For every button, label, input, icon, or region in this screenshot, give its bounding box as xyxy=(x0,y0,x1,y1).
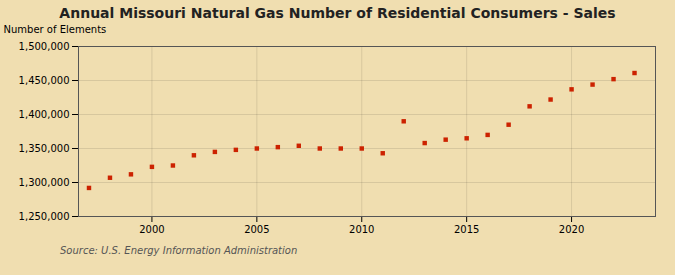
svg-text:1,400,000: 1,400,000 xyxy=(19,109,70,120)
svg-text:1,250,000: 1,250,000 xyxy=(19,211,70,222)
html-text:Annual Missouri Natural Gas Nu: Annual Missouri Natural Gas Number of Re… xyxy=(59,5,616,21)
svg-text:2000: 2000 xyxy=(139,224,164,235)
svg-text:2015: 2015 xyxy=(454,224,479,235)
svg-text:1,350,000: 1,350,000 xyxy=(19,143,70,154)
svg-text:1,300,000: 1,300,000 xyxy=(19,177,70,188)
svg-text:2010: 2010 xyxy=(349,224,374,235)
html-text:Source: U.S. Energy Informatio: Source: U.S. Energy Information Administ… xyxy=(60,245,298,256)
svg-text:1,500,000: 1,500,000 xyxy=(19,41,70,52)
svg-text:2020: 2020 xyxy=(559,224,584,235)
svg-text:Number of Elements: Number of Elements xyxy=(4,24,107,35)
svg-text:2005: 2005 xyxy=(244,224,269,235)
svg-text:1,450,000: 1,450,000 xyxy=(19,75,70,86)
